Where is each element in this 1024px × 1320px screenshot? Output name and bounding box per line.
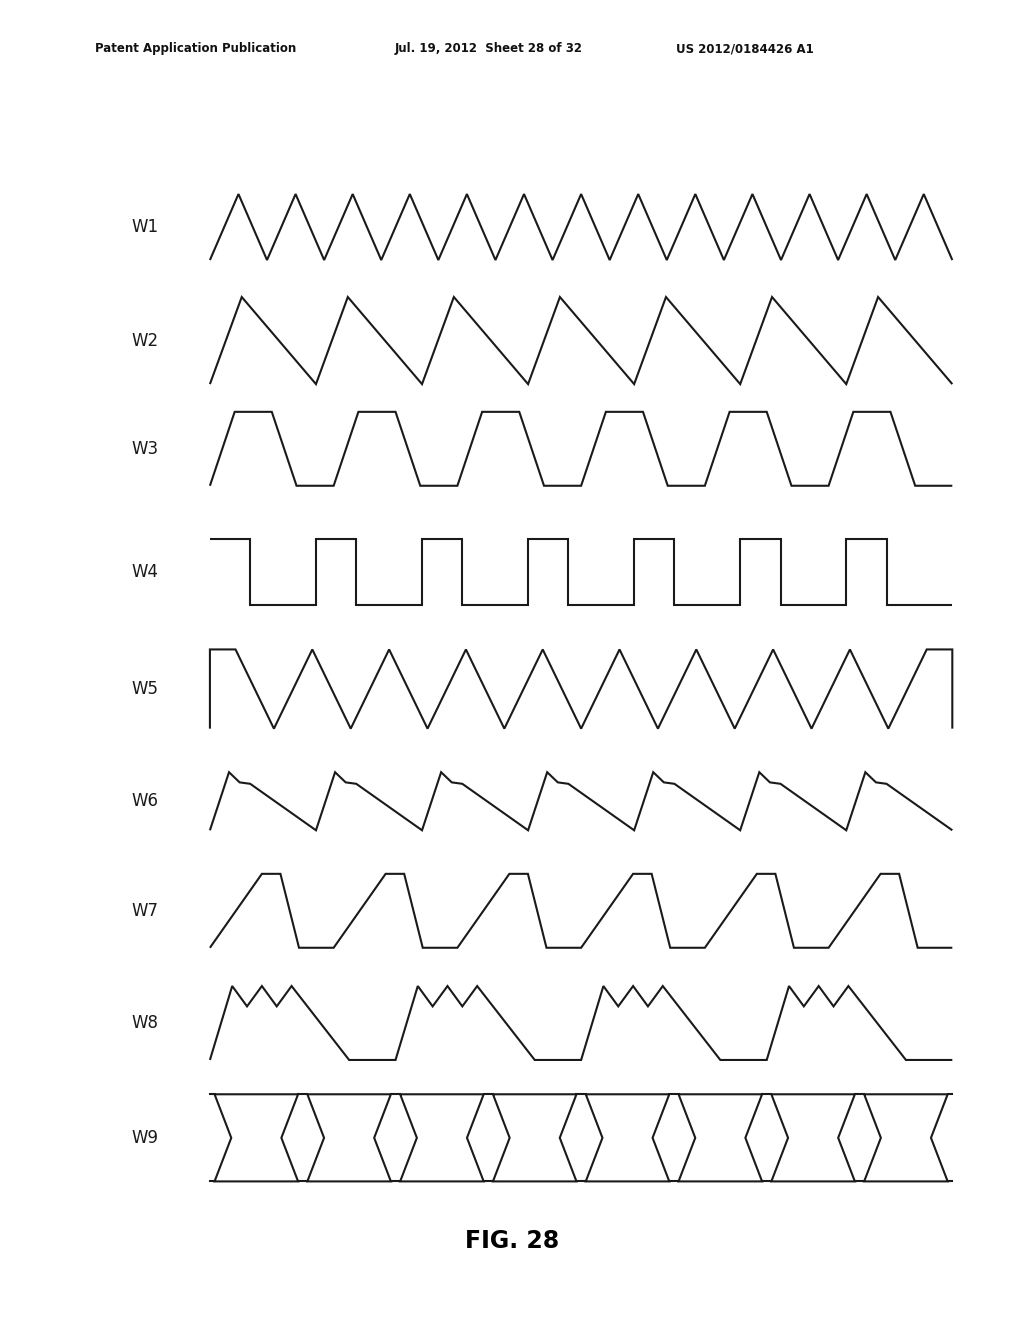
Text: W3: W3	[132, 440, 159, 458]
Text: Jul. 19, 2012  Sheet 28 of 32: Jul. 19, 2012 Sheet 28 of 32	[394, 42, 583, 55]
Text: W9: W9	[132, 1129, 159, 1147]
Text: W1: W1	[132, 218, 159, 236]
Text: W7: W7	[132, 902, 159, 920]
Text: W4: W4	[132, 562, 159, 581]
Text: W2: W2	[132, 331, 159, 350]
Text: FIG. 28: FIG. 28	[465, 1229, 559, 1253]
Text: Patent Application Publication: Patent Application Publication	[95, 42, 297, 55]
Text: W5: W5	[132, 680, 159, 698]
Text: W6: W6	[132, 792, 159, 810]
Text: US 2012/0184426 A1: US 2012/0184426 A1	[676, 42, 814, 55]
Text: W8: W8	[132, 1014, 159, 1032]
